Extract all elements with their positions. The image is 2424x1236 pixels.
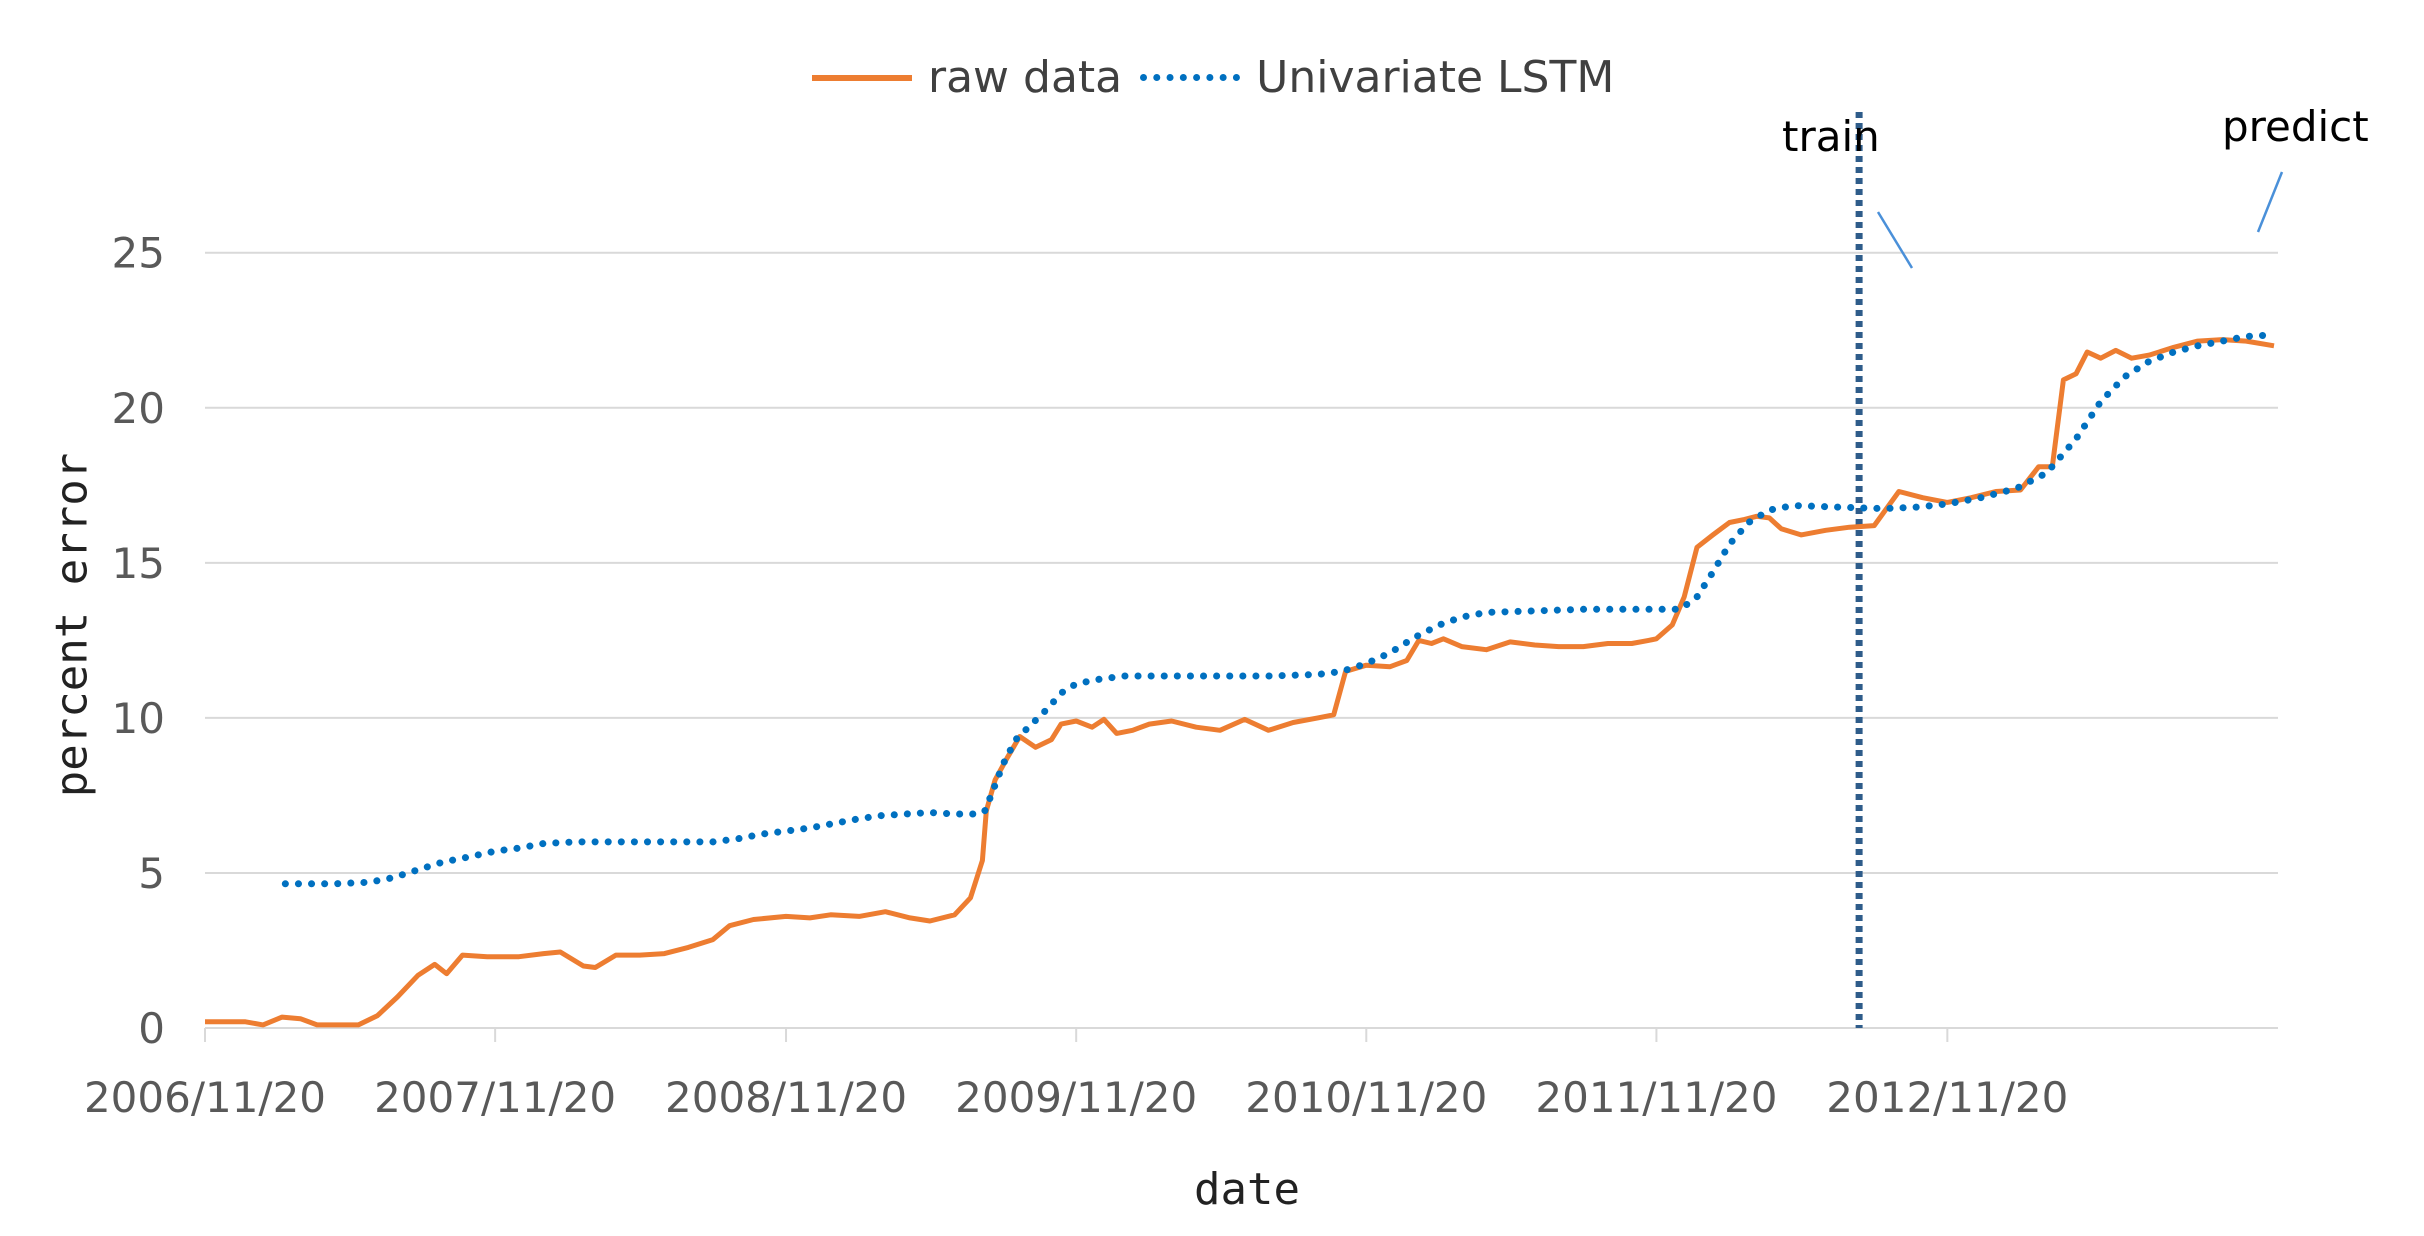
y-tick-label: 5 [138,849,165,898]
predict-pointer-line [2256,171,2284,233]
train-pointer-line [1876,211,1914,269]
gridlines [205,251,2278,874]
x-tick-label: 2006/11/20 [84,1073,326,1122]
series-line-univariate-lstm [281,331,2278,888]
annotation-pointers [1876,171,2284,269]
x-axis: 2006/11/20 2007/11/20 2008/11/20 2009/11/20… [84,1027,2278,1122]
y-tick-label: 20 [112,384,165,433]
y-axis-ticks: 0 5 10 15 20 25 [112,229,165,1053]
legend-item-raw: raw data [812,52,1122,103]
annotation-train: train [1782,112,1880,161]
x-tick-label: 2008/11/20 [665,1073,907,1122]
annotation-predict: predict [2222,102,2369,151]
series-line-raw-data [205,337,2275,1028]
legend-swatch-raw [812,74,912,81]
y-tick-label: 25 [112,229,165,278]
x-tick-label: 2011/11/20 [1535,1073,1777,1122]
y-tick-label: 0 [138,1004,165,1053]
legend: raw data Univariate LSTM [812,52,1632,103]
legend-item-lstm: Univariate LSTM [1140,52,1614,103]
x-tick-label: 2012/11/20 [1826,1073,2068,1122]
x-tick-label: 2009/11/20 [955,1073,1197,1122]
y-tick-label: 15 [112,539,165,588]
y-tick-label: 10 [112,694,165,743]
legend-label-raw: raw data [928,52,1123,103]
x-tick-label: 2007/11/20 [374,1073,616,1122]
legend-swatch-lstm [1140,74,1241,81]
series-lines [205,331,2278,1028]
x-tick-label: 2010/11/20 [1245,1073,1487,1122]
x-axis-title: date [1194,1164,1300,1215]
legend-label-lstm: Univariate LSTM [1256,52,1615,103]
y-axis-title: percent error [46,452,98,798]
